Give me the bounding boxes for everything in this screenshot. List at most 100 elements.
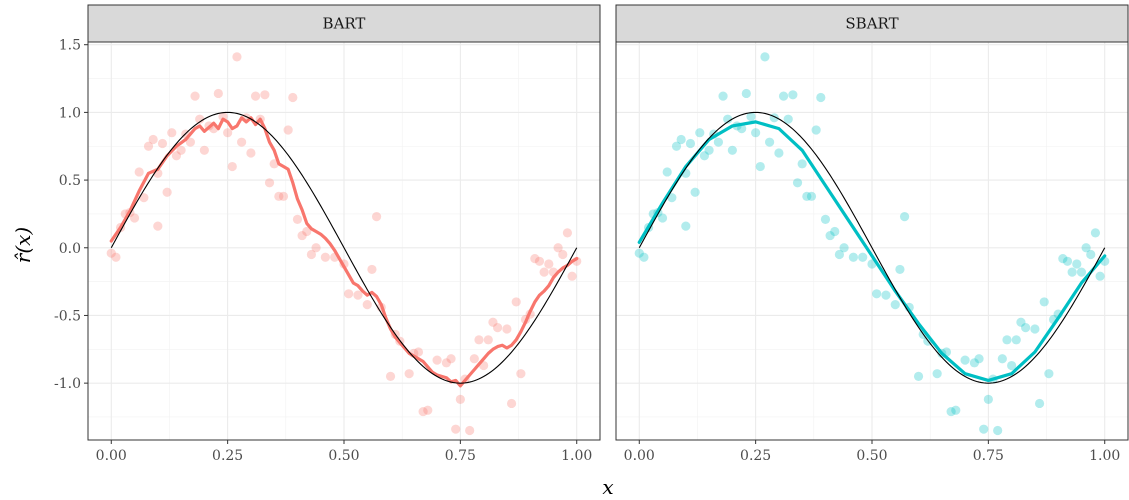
x-tick-label: 0.75	[973, 448, 1004, 464]
data-point	[890, 300, 900, 310]
data-point	[385, 371, 396, 381]
data-point	[718, 91, 728, 101]
data-point	[1030, 324, 1040, 334]
data-point	[306, 249, 317, 260]
strip-label-bart: BART	[323, 15, 366, 33]
x-tick-label: 0.25	[212, 448, 243, 464]
data-point	[830, 226, 840, 237]
data-point	[185, 137, 195, 147]
data-point	[143, 141, 154, 151]
data-point	[1095, 271, 1105, 281]
data-point	[1072, 259, 1082, 269]
data-point	[802, 191, 812, 201]
data-point	[320, 252, 330, 262]
data-point	[755, 161, 765, 172]
data-point	[195, 114, 205, 124]
y-tick-label: -1.0	[54, 376, 81, 392]
data-point	[797, 159, 807, 169]
data-point	[913, 371, 924, 381]
x-tick-label: 0.75	[445, 448, 476, 464]
data-point	[539, 267, 549, 277]
data-point	[283, 125, 293, 135]
data-point	[690, 187, 700, 197]
panels-group: BART SBART	[87, 4, 1129, 441]
data-point	[483, 335, 493, 345]
data-point	[979, 424, 989, 434]
data-point	[353, 290, 363, 300]
strip-bart	[87, 4, 601, 43]
data-point	[176, 145, 186, 155]
data-point	[746, 111, 756, 122]
data-point	[465, 425, 475, 436]
fit-line-sbart	[637, 120, 1107, 383]
data-point	[106, 248, 116, 258]
data-point	[162, 187, 172, 197]
x-axis-sbart: 0.00 0.25 0.50 0.75 1.00	[624, 440, 1120, 464]
data-point	[788, 90, 798, 100]
data-point	[157, 138, 168, 149]
data-point	[534, 256, 545, 266]
data-point	[858, 252, 868, 262]
data-point	[848, 252, 858, 262]
x-tick-label: 0.00	[624, 448, 655, 464]
data-point	[153, 221, 163, 231]
data-point	[704, 145, 714, 155]
panel-bart: BART	[87, 4, 601, 441]
data-point	[695, 128, 705, 138]
data-point	[960, 355, 970, 365]
fit-line-bart	[109, 116, 579, 388]
data-point	[895, 264, 905, 275]
data-point	[455, 394, 465, 404]
data-point	[413, 347, 424, 357]
data-point	[816, 92, 826, 103]
data-point	[634, 248, 644, 258]
data-point	[727, 145, 737, 155]
data-point	[1076, 267, 1087, 277]
y-tick-label: 1.5	[59, 38, 81, 54]
data-point	[983, 394, 993, 404]
data-point	[139, 193, 149, 203]
data-point	[713, 137, 724, 147]
data-point	[806, 191, 817, 201]
data-point	[667, 193, 677, 203]
data-point	[558, 249, 568, 260]
data-point	[362, 300, 372, 310]
x-axis-title: x	[602, 475, 613, 499]
true-function-line-sbart	[638, 111, 1106, 384]
data-point	[1007, 360, 1017, 371]
data-point	[1021, 323, 1031, 333]
y-tick-label: 0.5	[59, 173, 81, 189]
data-point	[344, 289, 354, 299]
x-tick-label: 1.00	[1089, 448, 1120, 464]
data-point	[297, 230, 307, 241]
strip-sbart	[615, 4, 1129, 43]
data-point	[932, 369, 942, 379]
data-point	[741, 88, 751, 99]
data-point	[1090, 228, 1101, 238]
data-point	[760, 52, 770, 62]
data-point	[441, 358, 451, 368]
data-point	[493, 323, 503, 333]
data-point	[685, 138, 696, 149]
data-point	[474, 335, 484, 345]
data-point	[839, 243, 849, 253]
data-point	[997, 354, 1007, 364]
data-point	[404, 369, 414, 379]
y-axis-title: r̂(x)	[11, 227, 35, 263]
y-tick-label: -0.5	[54, 308, 81, 324]
data-point	[1067, 267, 1077, 277]
data-point	[311, 243, 321, 253]
data-point	[264, 178, 275, 188]
data-point	[367, 264, 377, 275]
data-point	[111, 252, 121, 262]
data-point	[199, 145, 209, 155]
y-axis: -1.0 -0.5 0.0 0.5 1.0 1.5	[54, 38, 88, 392]
data-point	[451, 424, 461, 434]
data-point	[778, 91, 789, 101]
data-point	[227, 161, 237, 172]
data-point	[250, 91, 261, 101]
data-point	[834, 249, 845, 260]
data-point	[562, 228, 573, 238]
data-point	[544, 259, 554, 269]
